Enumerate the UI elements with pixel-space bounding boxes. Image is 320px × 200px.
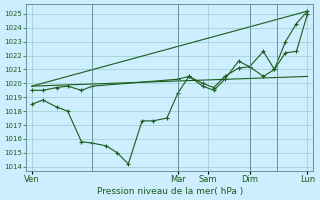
X-axis label: Pression niveau de la mer( hPa ): Pression niveau de la mer( hPa ) (97, 187, 243, 196)
